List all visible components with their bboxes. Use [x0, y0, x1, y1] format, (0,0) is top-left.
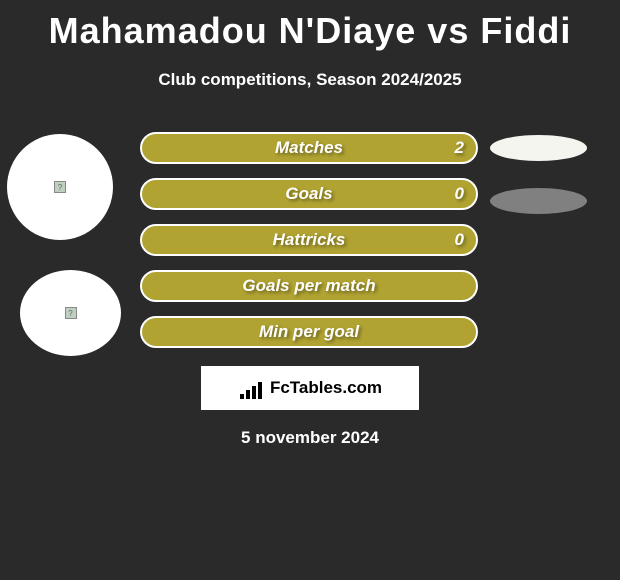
player-1-avatar: ? [7, 134, 113, 240]
stat-label: Goals per match [242, 276, 375, 296]
logo-box: FcTables.com [201, 366, 419, 410]
player-2-avatar: ? [20, 270, 121, 356]
stat-label: Min per goal [259, 322, 359, 342]
side-indicator-1 [490, 135, 587, 161]
placeholder-icon: ? [65, 307, 77, 319]
stat-bar-goals: Goals 0 [140, 178, 478, 210]
stat-value: 0 [455, 184, 464, 204]
stat-row: Hattricks 0 [140, 224, 480, 256]
stat-label: Matches [275, 138, 343, 158]
stats-area: ? ? Matches 2 Goals 0 Hattricks 0 Goals … [0, 132, 620, 448]
chart-icon [238, 377, 266, 399]
date-text: 5 november 2024 [0, 428, 620, 448]
logo: FcTables.com [238, 377, 382, 399]
side-indicator-2 [490, 188, 587, 214]
subtitle: Club competitions, Season 2024/2025 [0, 70, 620, 90]
stat-row: Goals per match [140, 270, 480, 302]
stat-label: Goals [285, 184, 332, 204]
stat-row: Matches 2 [140, 132, 480, 164]
stat-value: 0 [455, 230, 464, 250]
page-title: Mahamadou N'Diaye vs Fiddi [0, 0, 620, 52]
stat-bar-goals-per-match: Goals per match [140, 270, 478, 302]
stat-bar-hattricks: Hattricks 0 [140, 224, 478, 256]
logo-label: FcTables.com [270, 378, 382, 398]
placeholder-icon: ? [54, 181, 66, 193]
stat-label: Hattricks [273, 230, 346, 250]
stat-value: 2 [455, 138, 464, 158]
stat-row: Goals 0 [140, 178, 480, 210]
stat-row: Min per goal [140, 316, 480, 348]
stat-bar-matches: Matches 2 [140, 132, 478, 164]
stat-bar-min-per-goal: Min per goal [140, 316, 478, 348]
